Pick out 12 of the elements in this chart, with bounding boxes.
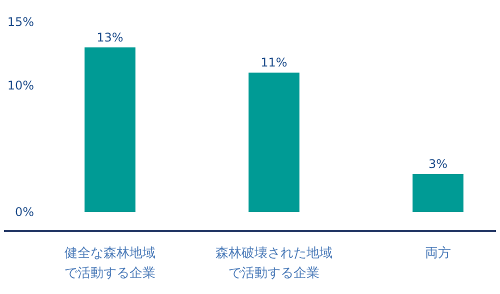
- y-tick-label: 15%: [7, 15, 34, 30]
- data-label: 11%: [260, 56, 288, 70]
- bar: [84, 47, 136, 212]
- x-tick-label: 森林破壊された地域で活動する企業: [216, 246, 332, 281]
- data-label: 3%: [428, 157, 448, 171]
- data-label: 13%: [96, 30, 124, 44]
- bar: [412, 174, 464, 212]
- bar: [248, 72, 300, 212]
- y-tick-label: 10%: [7, 78, 34, 93]
- x-tick-label: 両方: [425, 245, 451, 261]
- y-tick-label: 0%: [14, 205, 34, 220]
- x-tick-label: 健全な森林地域で活動する企業: [64, 246, 156, 281]
